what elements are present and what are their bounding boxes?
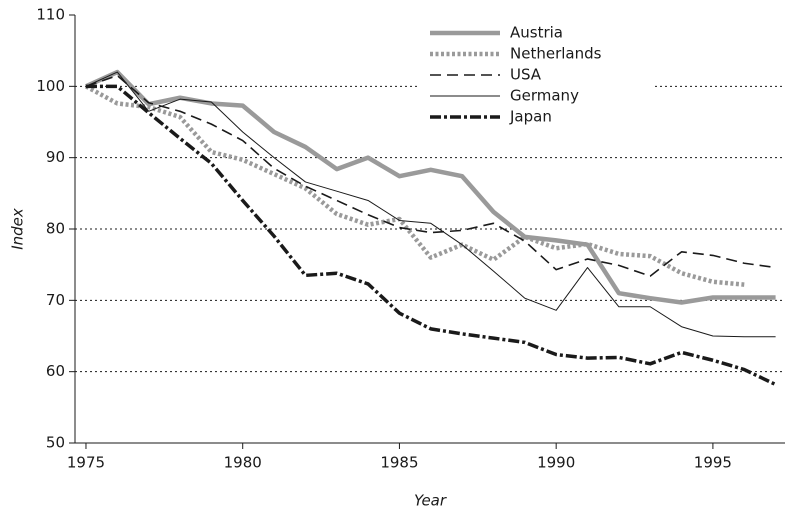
x-axis-title: Year [414, 492, 447, 510]
legend-label: Germany [510, 87, 579, 105]
series-line [84, 84, 745, 287]
legend-label: Netherlands [510, 45, 602, 63]
legend-label: Japan [509, 108, 552, 126]
legend-box [418, 18, 652, 130]
series-line [85, 74, 776, 277]
legend-label: USA [510, 66, 542, 84]
legend-label: Austria [510, 24, 563, 42]
y-axis-title: Index [9, 208, 27, 250]
y-tick-label: 110 [36, 6, 65, 24]
y-tick-label: 70 [46, 291, 65, 309]
x-tick-label: 1995 [694, 454, 732, 472]
y-tick-label: 80 [46, 220, 65, 238]
x-tick-label: 1990 [537, 454, 575, 472]
x-tick-label: 1980 [224, 454, 262, 472]
series-line [85, 84, 777, 387]
x-tick-label: 1975 [67, 454, 105, 472]
y-tick-label: 100 [36, 77, 65, 95]
y-tick-label: 50 [46, 434, 65, 452]
y-tick-label: 90 [46, 148, 65, 166]
series-line [85, 71, 776, 338]
y-tick-label: 60 [46, 362, 65, 380]
x-tick-label: 1985 [380, 454, 418, 472]
